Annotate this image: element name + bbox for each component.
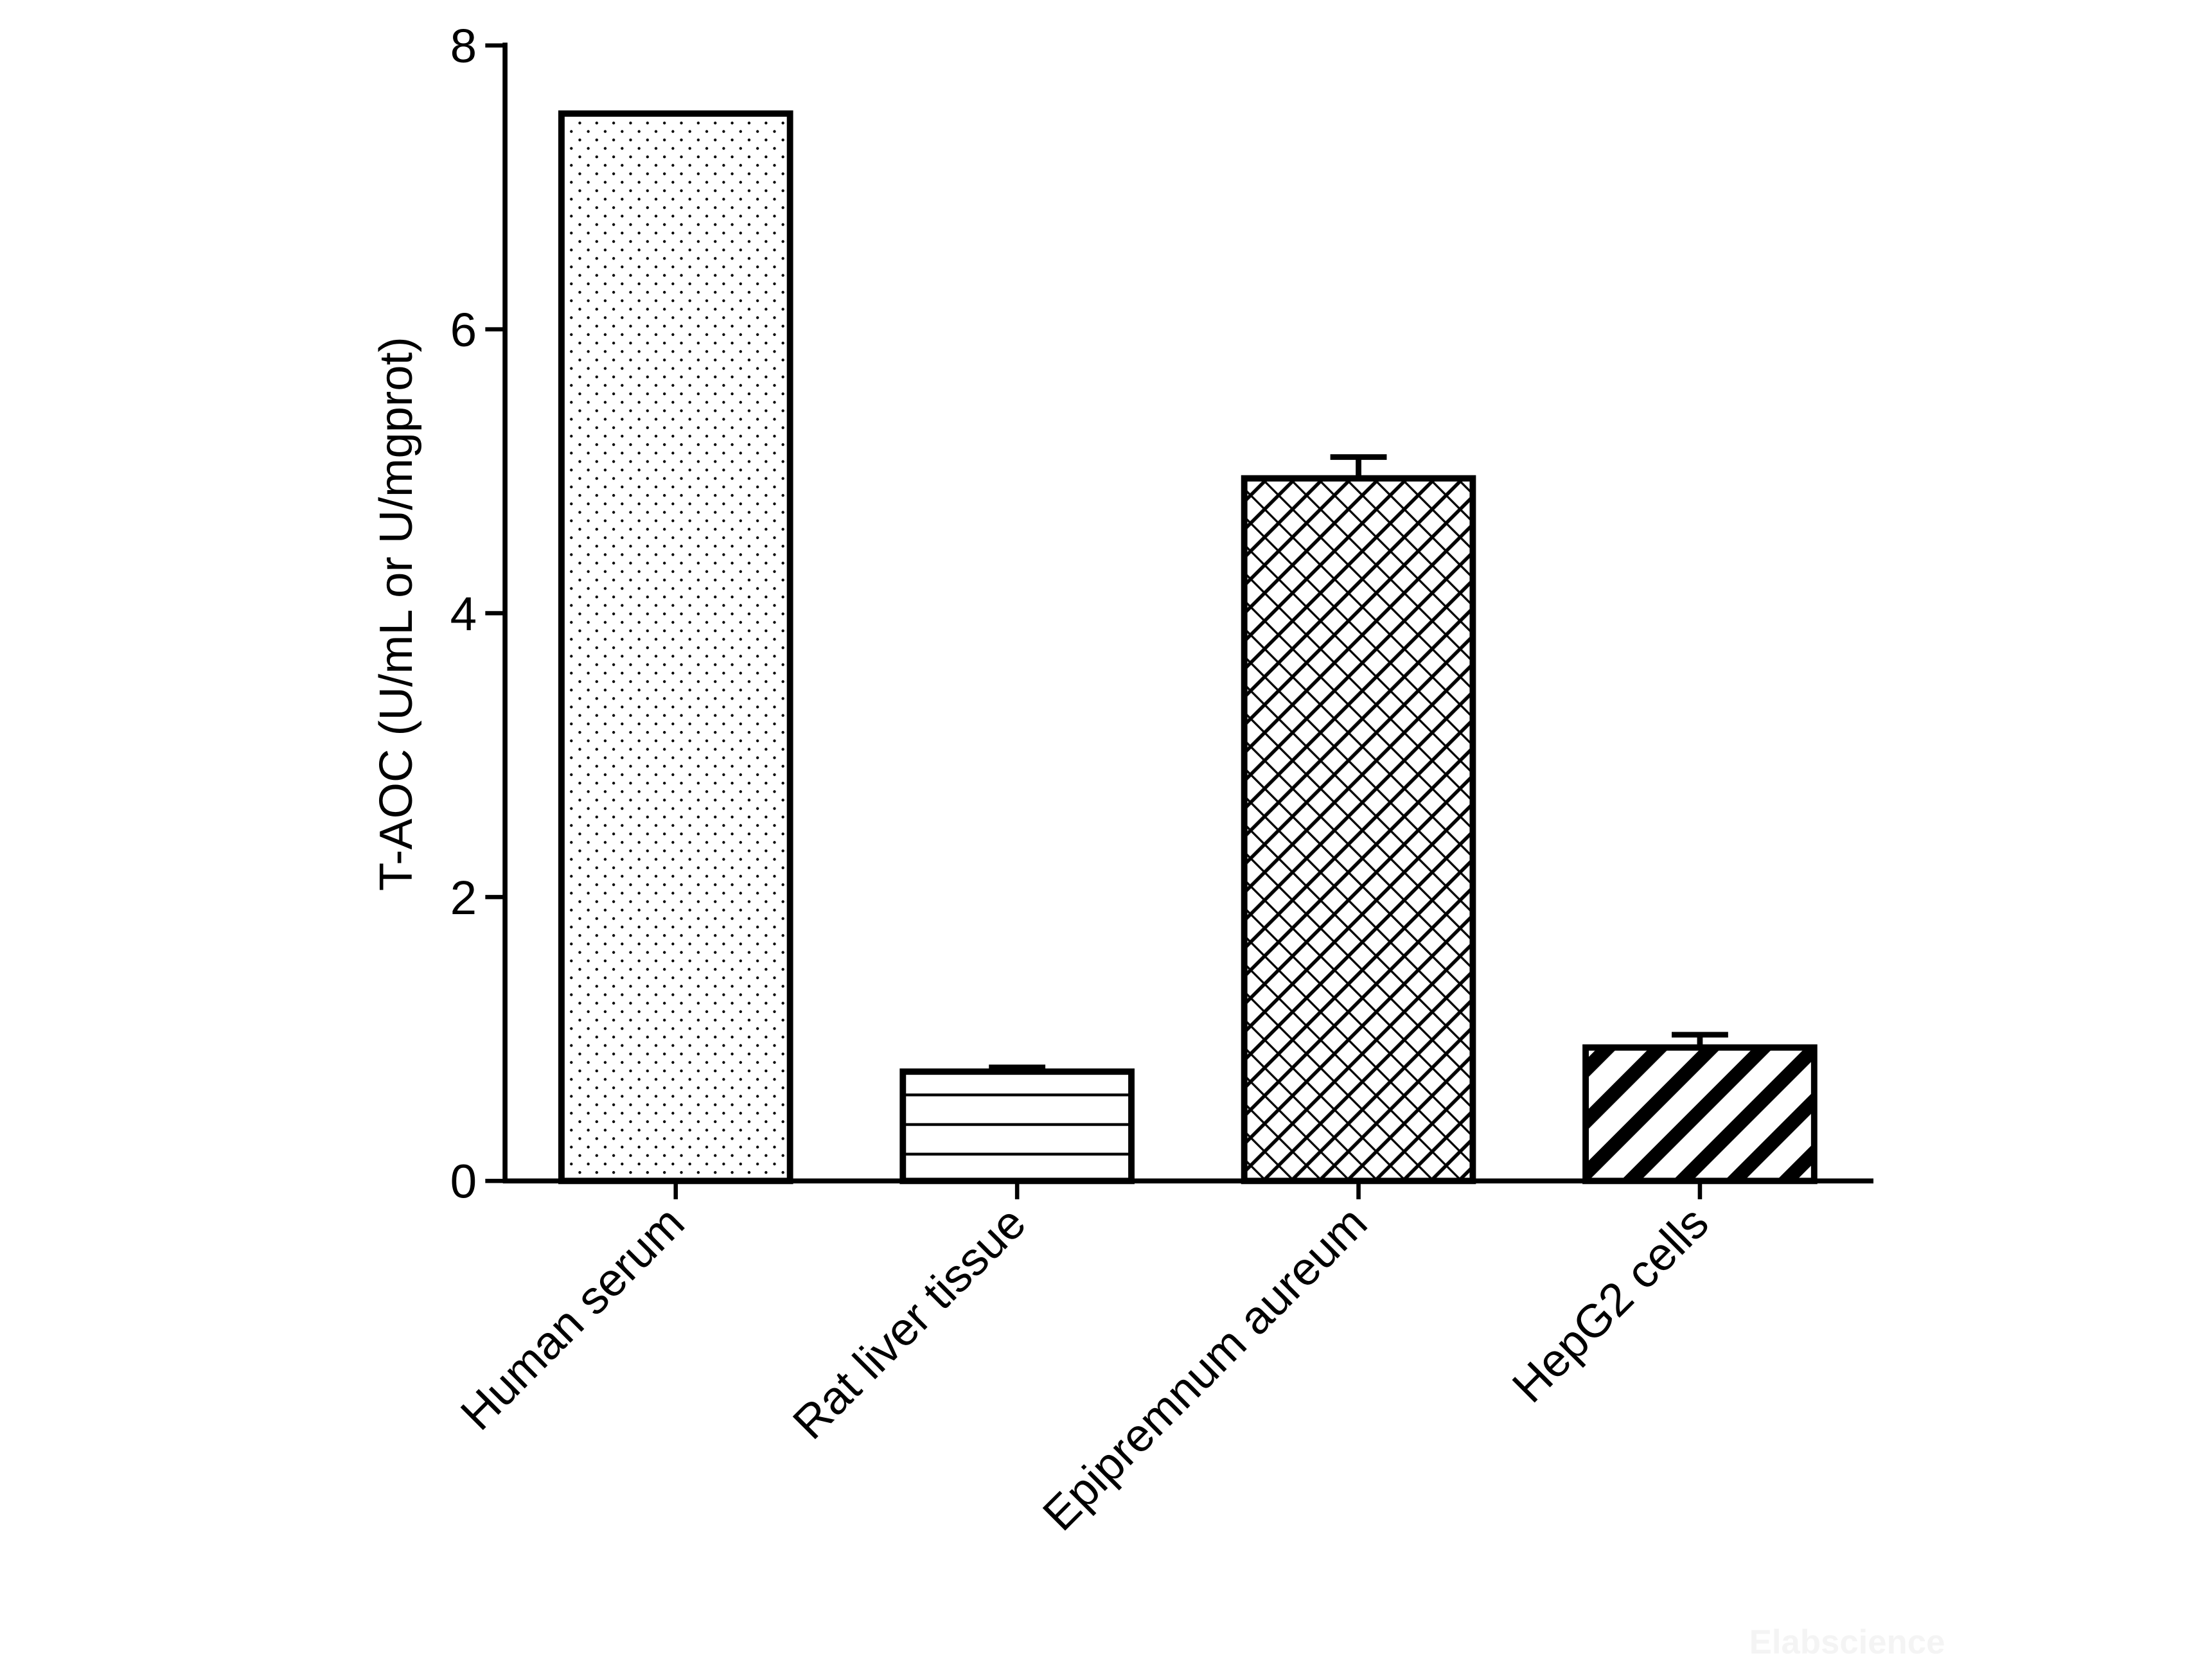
bar-human-serum xyxy=(558,110,793,1185)
x-tick-label: Epipremnum aureum xyxy=(1033,1197,1377,1541)
bar-hepg2-cells xyxy=(1582,1044,1818,1185)
bar-epipremnum-aureum xyxy=(1241,475,1476,1185)
y-tick-label: 2 xyxy=(450,870,477,924)
x-tick-label: Human serum xyxy=(451,1197,695,1440)
y-tick-label: 6 xyxy=(450,303,477,357)
y-tick-label: 8 xyxy=(450,19,477,73)
y-tick-label: 4 xyxy=(450,586,477,640)
x-tick-label: HepG2 cells xyxy=(1502,1197,1718,1413)
y-axis-label: T-AOC (U/mL or U/mgprot) xyxy=(370,337,422,891)
watermark: Elabscience xyxy=(1749,1623,1945,1658)
bar-rat-liver-tissue xyxy=(899,1068,1135,1185)
x-tick-label: Rat liver tissue xyxy=(783,1197,1036,1449)
y-tick-label: 0 xyxy=(450,1154,477,1208)
